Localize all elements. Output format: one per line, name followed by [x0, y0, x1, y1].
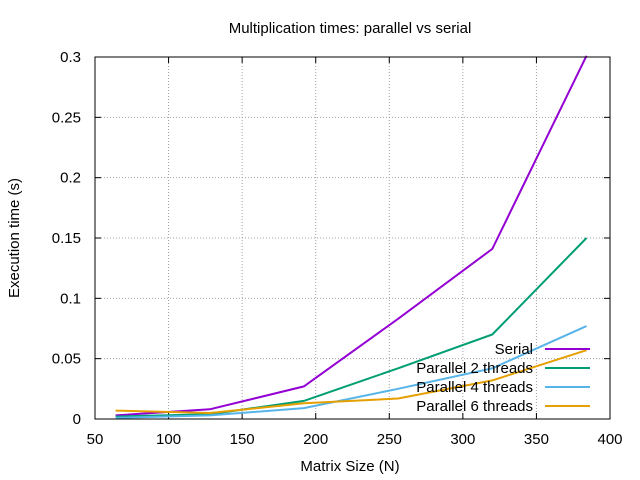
x-tick-label: 200 — [303, 431, 328, 448]
chart-title: Multiplication times: parallel vs serial — [229, 20, 472, 37]
series-line-parallel-4-threads — [115, 325, 587, 419]
plot-series — [115, 55, 588, 419]
legend-label-parallel-6-threads: Parallel 6 threads — [416, 398, 533, 415]
x-tick-label: 100 — [156, 431, 181, 448]
series-line-parallel-2-threads — [115, 237, 588, 418]
legend: Serial Parallel 2 threads Parallel 4 threa… — [416, 341, 590, 415]
y-tick-label: 0 — [73, 411, 81, 428]
legend-label-serial: Serial — [495, 341, 533, 358]
series-line-parallel-6-threads — [115, 349, 587, 415]
x-tick-label: 350 — [524, 431, 549, 448]
plot-frame — [94, 56, 611, 420]
y-tick-label: 0.1 — [60, 290, 81, 307]
y-axis-label: Execution time (s) — [6, 178, 23, 298]
x-tick-label: 250 — [377, 431, 402, 448]
y-tick-label: 0.25 — [52, 109, 81, 126]
y-tick-label: 0.3 — [60, 49, 81, 66]
legend-label-parallel-2-threads: Parallel 2 threads — [416, 360, 533, 377]
y-tick-label: 0.05 — [52, 351, 81, 368]
x-tick-label: 300 — [450, 431, 475, 448]
x-tick-label: 400 — [597, 431, 622, 448]
series-line-serial — [115, 55, 588, 417]
y-tick-label: 0.15 — [52, 230, 81, 247]
grid — [95, 57, 610, 419]
axis-ticks: 50 100 150 200 250 300 350 400 0 0.05 0.1 0.15 0.2 0.… — [52, 49, 623, 448]
y-tick-label: 0.2 — [60, 170, 81, 187]
x-tick-label: 150 — [230, 431, 255, 448]
x-axis-label: Matrix Size (N) — [300, 458, 399, 475]
x-tick-label: 50 — [87, 431, 104, 448]
legend-label-parallel-4-threads: Parallel 4 threads — [416, 379, 533, 396]
